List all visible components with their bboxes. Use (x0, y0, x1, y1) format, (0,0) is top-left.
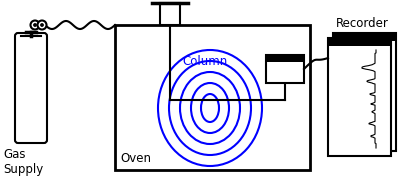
Circle shape (41, 24, 43, 26)
Bar (266, 55, 304, 83)
Bar (328, 38, 391, 156)
Text: Gas
Supply: Gas Supply (3, 148, 43, 176)
Bar (160, 3, 180, 25)
Circle shape (31, 20, 39, 29)
Bar (333, 33, 396, 151)
Text: Recorder: Recorder (336, 17, 388, 30)
Circle shape (37, 20, 46, 29)
Bar (266, 55, 304, 62)
Text: Column: Column (183, 55, 228, 68)
FancyBboxPatch shape (15, 33, 47, 143)
Circle shape (34, 24, 36, 26)
Bar (333, 33, 396, 41)
Text: Oven: Oven (120, 152, 151, 165)
Bar (115, 25, 310, 170)
Bar (328, 38, 391, 46)
Text: Det: Det (274, 66, 295, 79)
